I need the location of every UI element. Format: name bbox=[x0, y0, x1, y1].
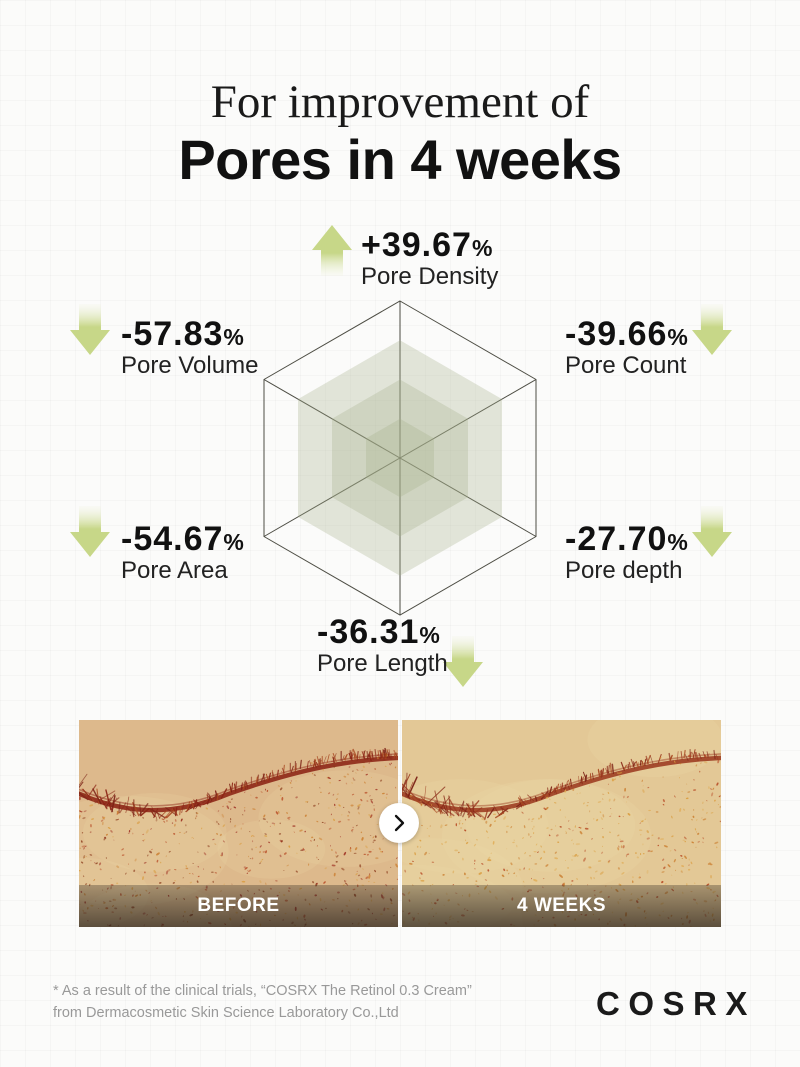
svg-text:COSRX: COSRX bbox=[596, 985, 756, 1022]
